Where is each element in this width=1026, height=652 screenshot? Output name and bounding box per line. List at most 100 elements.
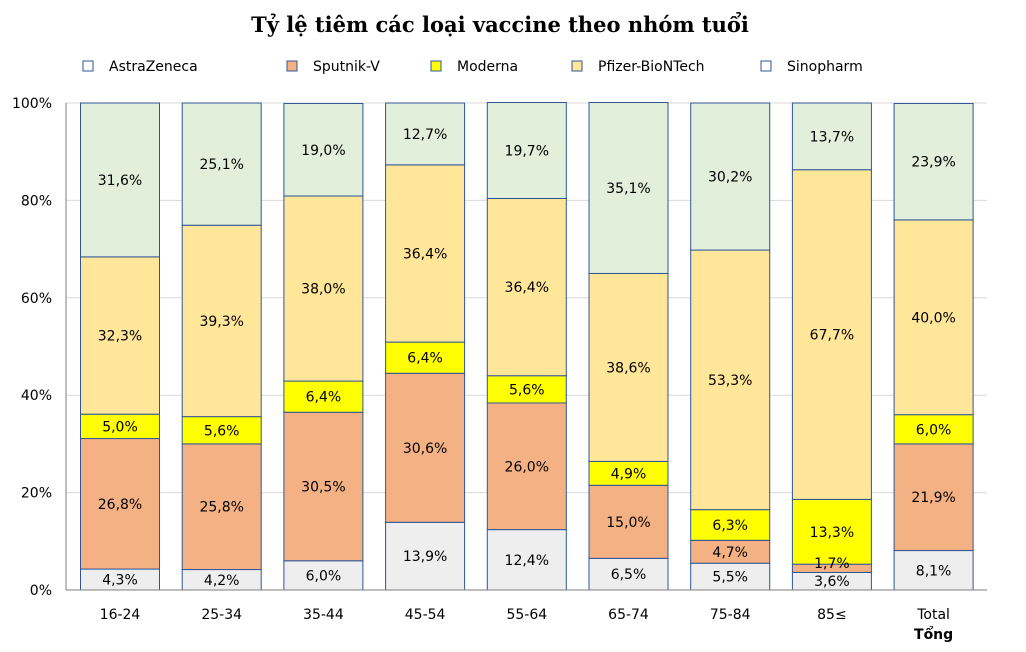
legend-label-sputnik-v: Sputnik-V [313,59,380,75]
legend-label-sinopharm: Sinopharm [787,59,863,75]
value-label-moderna-16-24: 5,0% [102,419,138,435]
value-label-moderna-85: 13,3% [810,525,854,541]
x-tick-label-75-84: 75-84 [710,607,751,623]
value-label-sputnik-v-55-64: 26,0% [505,459,549,475]
x-tick-label-85: 85≤ [817,607,847,623]
value-label-sputnik-v-total: 21,9% [911,490,955,506]
value-label-astrazeneca-25-34: 25,1% [199,157,243,173]
legend-label-astrazeneca: AstraZeneca [109,59,198,75]
value-label-sinopharm-25-34: 4,2% [204,573,240,589]
value-label-astrazeneca-16-24: 31,6% [98,173,142,189]
bar-segment-sputnik-v-55-64 [486,402,567,531]
x-tick-label-45-54: 45-54 [405,607,446,623]
legend-label-moderna: Moderna [457,59,518,75]
bar-segment-moderna-35-44 [283,380,364,413]
bar-segment-sputnik-v-25-34 [181,443,262,571]
legend-label-pfizer-biontech: Pfizer-BioNTech [598,59,705,75]
value-label-sinopharm-65-74: 6,5% [611,567,647,583]
value-label-pfizer-biontech-total: 40,0% [911,310,955,326]
bar-segment-moderna-45-54 [385,341,466,374]
x-tick-label-55-64: 55-64 [506,607,547,623]
legend: AstraZeneca Sputnik-V Moderna Pfizer-BioNTe… [82,59,863,75]
value-label-astrazeneca-65-74: 35,1% [606,181,650,197]
bar-segment-pfizer-biontech-65-74 [588,272,669,462]
bar-segment-astrazeneca-35-44 [283,102,364,197]
bar-segment-astrazeneca-25-34 [181,102,262,226]
value-label-sinopharm-85: 3,6% [814,574,850,590]
value-label-moderna-45-54: 6,4% [407,351,443,367]
value-label-sputnik-v-45-54: 30,6% [403,441,447,457]
bar-segment-sputnik-v-16-24 [80,438,160,570]
value-label-astrazeneca-total: 23,9% [911,155,955,171]
value-label-sputnik-v-85: 1,7% [814,556,850,572]
value-label-moderna-35-44: 6,4% [306,390,342,406]
value-label-moderna-total: 6,0% [916,422,952,438]
bar-segment-sputnik-v-45-54 [385,372,466,523]
x-tick-label-total: Total [916,607,950,623]
value-label-astrazeneca-45-54: 12,7% [403,127,447,143]
value-label-pfizer-biontech-16-24: 32,3% [98,329,142,345]
y-tick-label: 0% [30,583,52,599]
bar-segment-pfizer-biontech-75-84 [690,249,771,511]
value-label-sinopharm-75-84: 5,5% [712,570,748,586]
value-label-pfizer-biontech-25-34: 39,3% [199,314,243,330]
bar-segment-sputnik-v-65-74 [588,484,669,559]
bar-segment-moderna-16-24 [80,413,160,440]
bar-segment-astrazeneca-total [893,102,974,221]
y-tick-label: 40% [21,388,52,404]
value-label-sputnik-v-35-44: 30,5% [301,480,345,496]
bar-segment-astrazeneca-75-84 [690,102,771,251]
value-label-astrazeneca-85: 13,7% [810,129,854,145]
bar-segment-pfizer-biontech-45-54 [385,164,466,343]
x-tick-label-35-44: 35-44 [303,607,344,623]
value-label-pfizer-biontech-45-54: 36,4% [403,246,447,262]
y-tick-label: 60% [21,291,52,307]
bar-segment-pfizer-biontech-85 [791,169,872,500]
bar-segment-astrazeneca-16-24 [80,102,160,258]
bar-segment-sputnik-v-35-44 [283,411,364,562]
legend-swatch-moderna [430,60,442,72]
value-label-pfizer-biontech-55-64: 36,4% [505,280,549,296]
legend-swatch-astrazeneca [82,60,94,72]
value-label-moderna-25-34: 5,6% [204,423,240,439]
bar-segment-astrazeneca-45-54 [385,102,466,166]
value-label-astrazeneca-55-64: 19,7% [505,143,549,159]
legend-swatch-sinopharm [760,60,772,72]
value-label-sinopharm-55-64: 12,4% [505,553,549,569]
value-label-astrazeneca-35-44: 19,0% [301,143,345,159]
value-label-pfizer-biontech-65-74: 38,6% [606,360,650,376]
value-label-sputnik-v-25-34: 25,8% [199,500,243,516]
bars: 4,3% 26,8% 5,0% 32,3% 31,6% 4,2% 25,8% 5,6% 39,3… [80,102,974,591]
value-label-sputnik-v-75-84: 4,7% [712,545,748,561]
y-axis: 0% 20% 40% 60% 80% 100% [12,96,67,599]
bar-segment-sinopharm-55-64 [486,529,567,591]
value-label-pfizer-biontech-85: 67,7% [810,328,854,344]
bar-segment-astrazeneca-85 [791,102,872,171]
legend-swatch-sputnik-v [286,60,298,72]
bar-segment-pfizer-biontech-16-24 [80,256,160,415]
value-label-sinopharm-total: 8,1% [916,563,952,579]
value-label-pfizer-biontech-75-84: 53,3% [708,373,752,389]
bar-segment-astrazeneca-65-74 [588,102,669,274]
y-tick-label: 100% [12,96,52,112]
value-label-moderna-75-84: 6,3% [712,518,748,534]
value-label-moderna-55-64: 5,6% [509,382,545,398]
y-tick-label: 20% [21,486,52,502]
value-label-sputnik-v-16-24: 26,8% [98,497,142,513]
bar-segment-pfizer-biontech-55-64 [486,197,567,377]
bar-segment-moderna-total [893,414,974,445]
x-tick-label-65-74: 65-74 [608,607,649,623]
bar-segment-pfizer-biontech-total [893,219,974,416]
x-tick-label-16-24: 16-24 [100,607,141,623]
value-label-sinopharm-16-24: 4,3% [102,573,138,589]
bar-segment-moderna-55-64 [486,375,567,404]
bar-segment-astrazeneca-55-64 [486,102,567,199]
value-label-moderna-65-74: 4,9% [611,466,647,482]
value-label-sputnik-v-65-74: 15,0% [606,515,650,531]
y-tick-label: 80% [21,193,52,209]
x-axis: 16-24 25-34 35-44 45-54 55-64 65-74 75-84 85≤ To… [66,589,987,643]
value-label-sinopharm-45-54: 13,9% [403,549,447,565]
value-label-astrazeneca-75-84: 30,2% [708,170,752,186]
bar-segment-moderna-25-34 [181,416,262,445]
